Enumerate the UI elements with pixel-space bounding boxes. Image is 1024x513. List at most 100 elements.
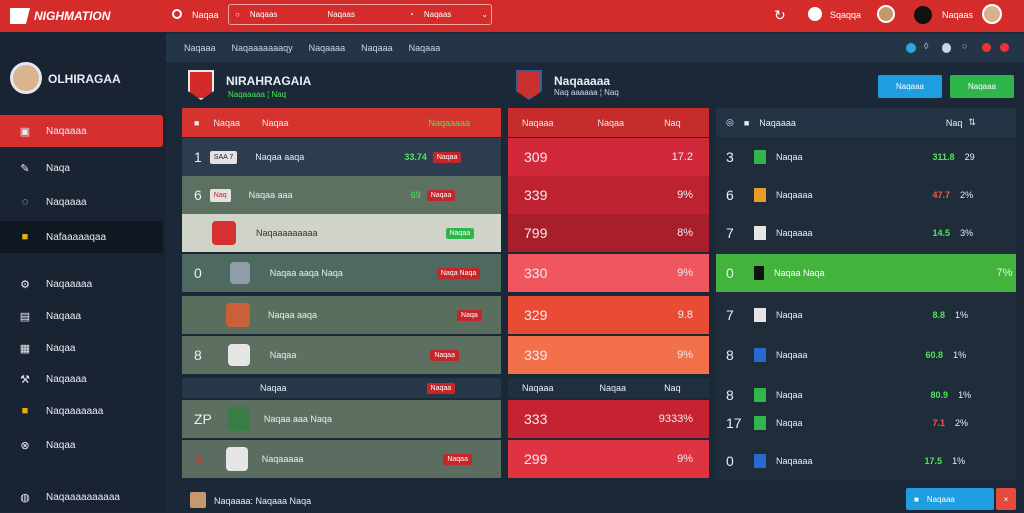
table-row[interactable]: 6 Naq Naqaa aaa 69 Naqaa xyxy=(182,176,501,214)
team-mid-name: Naqaaaaa xyxy=(554,74,611,88)
secondary-action-button[interactable]: Naqaaa xyxy=(950,75,1014,98)
filter-icon[interactable]: ◎ xyxy=(726,117,734,127)
table-row[interactable]: 799 8% xyxy=(508,214,709,252)
table-row[interactable]: 339 9% xyxy=(508,176,709,214)
bell-icon[interactable]: ◊ xyxy=(924,41,929,51)
sidebar-item-10[interactable]: ◍ Naqaaaaaaaaaa xyxy=(0,481,163,513)
close-icon: × xyxy=(1003,494,1009,504)
sidebar-item-8[interactable]: ■ Naqaaaaaaa xyxy=(0,395,163,427)
sidebar: OLHIRAGAA ▣ Naqaaaa ✎ Naqa ◌ Naqaaaa ■ Nafaa… xyxy=(0,32,166,512)
sidebar-item-9[interactable]: ⊗ Naqaa xyxy=(0,429,163,461)
nav-link[interactable]: Naqaa xyxy=(192,10,219,20)
player-avatar-icon xyxy=(226,303,250,327)
sidebar-item-4[interactable]: ⚙ Naqaaaaa xyxy=(0,268,163,300)
logo-mark-icon xyxy=(10,8,30,24)
tab-4[interactable]: Naqaaa xyxy=(408,43,441,53)
tab-0[interactable]: Naqaaa xyxy=(184,43,216,53)
sort-icon[interactable]: ■ xyxy=(194,117,200,128)
avatar[interactable] xyxy=(10,62,42,94)
chevron-down-icon[interactable]: ⌄ xyxy=(481,10,489,19)
sidebar-item-6[interactable]: ▦ Naqaa xyxy=(19,342,76,355)
folder-icon: ■ xyxy=(21,231,29,243)
chevron-up-icon[interactable]: ⇅ xyxy=(968,117,976,127)
user-avatar-small[interactable] xyxy=(808,7,822,21)
wrench-icon: ⚒ xyxy=(20,373,30,386)
star-icon[interactable]: ○ xyxy=(962,41,968,51)
lock-icon[interactable] xyxy=(942,43,951,53)
player-avatar-icon xyxy=(225,447,248,471)
sidebar-item-5[interactable]: ▤ Naqaaa xyxy=(19,310,82,323)
table-row[interactable]: Naqaa aaqa Naqa xyxy=(182,296,501,334)
table-row[interactable]: 3 Naqaa 311.8 29 xyxy=(726,149,975,165)
sidebar-item-0[interactable]: ▣ Naqaaaa xyxy=(0,115,163,147)
sidebar-item-3[interactable]: ■ Nafaaaaaqaa xyxy=(0,221,163,253)
profile-link[interactable]: Naqaas xyxy=(942,10,974,20)
table-row[interactable]: Naqaaaaaaaaa Naqaa xyxy=(182,214,501,252)
tab-3[interactable]: Naqaaa xyxy=(361,43,393,53)
table-row[interactable]: 8 Naqaaaaa Naqaa xyxy=(182,440,501,478)
search-scope[interactable]: Naqaas xyxy=(249,10,278,19)
table-row[interactable]: 17 Naqaa 7.1 2% xyxy=(726,415,969,431)
table-row[interactable]: ZP Naqaa aaa Naqa xyxy=(182,400,501,438)
club-badge-icon xyxy=(754,226,766,240)
footer-close-button[interactable]: × xyxy=(996,488,1016,510)
table-header: Naqaaa Naqaa Naq xyxy=(508,108,709,137)
avatar[interactable] xyxy=(982,4,1002,24)
search-icon: ○ xyxy=(235,10,240,19)
globe-icon: ⊗ xyxy=(20,439,30,452)
sidebar-item-2[interactable]: ◌ Naqaaaa xyxy=(0,186,163,218)
sub-navigation: Naqaaa Naqaaaaaaaqy Naqaaaa Naqaaa Naqaa… xyxy=(166,34,1024,62)
sidebar-item-1[interactable]: ✎ Naqa xyxy=(0,152,163,184)
right-table: ◎ ■ Naqaaaa Naq ⇅ 3 Naqaa 311.8 29 6 Naq… xyxy=(716,108,1016,480)
primary-action-button[interactable]: Naqaaa xyxy=(878,75,942,98)
club-badge-icon xyxy=(754,308,766,322)
table-subheader: Naqaaa Naqaa Naq xyxy=(508,378,709,398)
table-header: ■ Naqaa Naqaa Naqaaaaa xyxy=(182,108,501,137)
table-row[interactable]: 7 Naqaa 8.8 1% xyxy=(726,307,969,323)
club-badge-icon xyxy=(754,348,766,362)
tab-2[interactable]: Naqaaaa xyxy=(308,43,346,53)
app-logo[interactable]: NIGHMATION xyxy=(10,6,114,26)
table-row[interactable]: 6 Naqaaaa 47.7 2% xyxy=(726,187,974,203)
team-badge-icon[interactable] xyxy=(914,6,932,24)
player-icon xyxy=(754,266,764,280)
table-row[interactable]: 339 9% xyxy=(508,336,709,374)
search-clock-icon: ◔ xyxy=(409,10,414,19)
table-row[interactable]: 8 Naqaa Naqaa xyxy=(182,336,501,374)
table-row[interactable]: 8 Naqaaa 60.8 1% xyxy=(726,347,967,363)
table-row-highlight[interactable]: 0 Naqaa Naqa 7% xyxy=(716,254,1016,292)
tab-1[interactable]: Naqaaaaaaaqy xyxy=(231,43,293,53)
table-row[interactable]: 309 17.2 xyxy=(508,138,709,176)
club-badge-icon xyxy=(754,416,766,430)
table-row[interactable]: 330 9% xyxy=(508,254,709,292)
search-bar[interactable]: ○ Naqaas Naqaas ◔ Naqaas ⌄ xyxy=(228,4,492,25)
table-row[interactable]: 333 9333% xyxy=(508,400,709,438)
chat-icon: ◌ xyxy=(21,196,29,208)
search-sort[interactable]: Naqaas xyxy=(423,10,452,19)
table-row[interactable]: 0 Naqaaaa 17.5 1% xyxy=(726,453,966,469)
team-crest-icon xyxy=(188,70,214,100)
record-icon[interactable] xyxy=(172,9,182,19)
table-row[interactable]: 1 SAA 7 Naqaa aaqa 33.74 Naqaa xyxy=(182,138,501,176)
user-link[interactable]: Sqaqqa xyxy=(830,10,862,20)
table-row[interactable]: 0 Naqaa aaqa Naqa Naqa Naqa xyxy=(182,254,501,292)
footer-action-button[interactable]: ■ Naqaaa xyxy=(906,488,994,510)
table-row[interactable]: 7 Naqaaaa 14.5 3% xyxy=(726,225,974,241)
search-filter[interactable]: Naqaas xyxy=(327,10,355,19)
profile-name: OLHIRAGAA xyxy=(48,72,121,86)
table-row[interactable]: 8 Naqaa 80.9 1% xyxy=(726,387,972,403)
avatar[interactable] xyxy=(877,5,895,23)
table-row[interactable]: 299 9% xyxy=(508,440,709,478)
pen-icon: ✎ xyxy=(20,162,30,175)
player-avatar-icon xyxy=(227,344,250,366)
team-left-sub: Naqaaaaa ¦ Naq xyxy=(228,90,287,99)
sidebar-item-7[interactable]: ⚒ Naqaaaa xyxy=(0,363,163,395)
alert-icon[interactable] xyxy=(982,43,991,52)
info-icon: ◍ xyxy=(20,491,30,504)
notification-icon[interactable] xyxy=(1000,43,1009,52)
box-icon: ■ xyxy=(914,494,919,504)
club-badge-icon xyxy=(754,150,766,164)
shield-icon[interactable] xyxy=(906,43,916,53)
refresh-icon[interactable]: ↻ xyxy=(774,7,786,23)
table-row[interactable]: 329 9.8 xyxy=(508,296,709,334)
